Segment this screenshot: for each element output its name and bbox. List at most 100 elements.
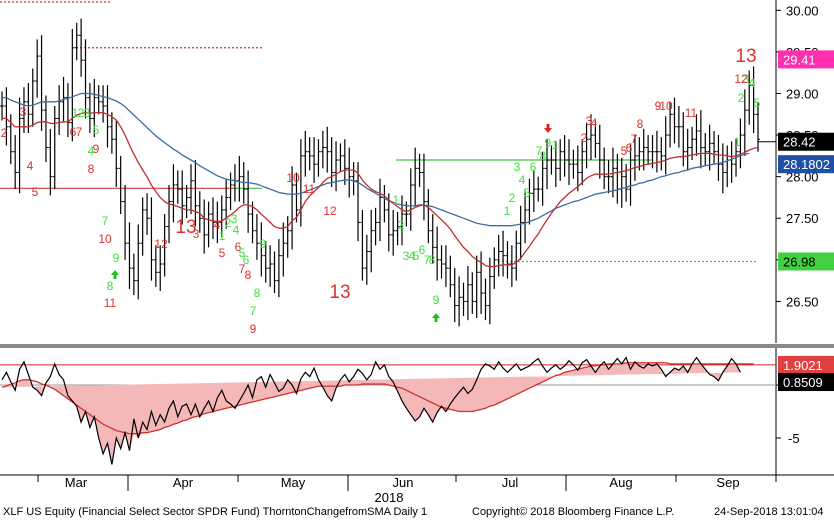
td-count-label: 9 [113,251,120,265]
osc-line-value-label-box [778,373,834,392]
sma-blue-line [2,92,750,227]
td-count-label: 7 [631,132,638,146]
last-price-value-label-box [778,132,834,151]
month-label: Jul [502,475,519,490]
td-count-label: 1 [552,138,559,152]
month-label: Mar [65,475,88,490]
td-count-label: 9 [545,136,552,150]
td-count-label: 12 [323,204,337,218]
td-count-label: 6 [243,253,250,267]
year-label: 2018 [375,490,404,505]
td-count-label: 9 [250,322,257,336]
td-count-label: 5 [219,246,226,260]
month-label: Aug [609,475,632,490]
td-count-label: 4 [214,218,221,232]
td-count-label: 6 [70,125,77,139]
td-count-label: 2 [78,106,85,120]
price-tick-label: 30.00 [786,3,819,18]
td-count-label: 3 [514,160,521,174]
bloomberg-chart: 30.0029.5029.0028.5028.0027.5027.0026.50… [0,0,834,506]
support-value-label: 26.98 [783,254,816,269]
td-count-label: 7 [239,262,246,276]
sma-red-line [2,111,759,268]
td-count-label: 13 [329,282,350,303]
osc-tick-label: -5 [788,431,800,446]
td-count-label: 5 [524,186,531,200]
arrow-down-icon [544,124,552,133]
td-count-label: 3 [743,72,750,86]
td-count-label: 13 [735,46,756,67]
td-count-label: 8 [429,253,436,267]
arrow-up-icon [111,270,119,279]
last-price-value-label: 28.42 [783,135,816,150]
td-count-label: 4 [749,76,756,90]
td-count-label: 7 [536,144,543,158]
td-count-label: 6 [419,243,426,257]
td-count-label: 3 [20,105,27,119]
td-count-label: 11 [303,182,316,196]
td-count-label: 1 [504,204,511,218]
td-count-label: 5 [32,185,39,199]
td-count-label: 4 [591,116,598,130]
td-count-label: 4 [409,249,416,263]
td-count-label: 7 [102,214,109,228]
td-count-label: 8 [254,286,261,300]
td-count-label: 6 [235,240,242,254]
td-count-label: 8 [637,117,644,131]
td-count-label: 5 [413,249,420,263]
sma-red-value-label: 29.41 [783,52,816,67]
td-count-label: 11 [104,296,117,310]
td-count-label: 2 [738,91,745,105]
price-tick-label: 27.50 [786,211,819,226]
td-count-label: 5 [239,246,246,260]
td-count-label: 6 [530,160,537,174]
footer-timestamp: 24-Sep-2018 13:01:04 [714,506,824,518]
td-count-label: 4 [88,144,95,158]
osc-fill-area [2,362,741,465]
td-count-label: 1 [72,106,79,120]
footer-copyright: Copyright© 2018 Bloomberg Finance L.P. [472,506,675,518]
td-count-label: 1 [734,135,741,149]
td-count-label: 4 [233,223,240,237]
month-label: Sep [716,475,739,490]
price-tick-label: 28.00 [786,170,819,185]
arrow-up-icon [432,313,440,322]
td-count-label: 7 [76,125,83,139]
td-count-label: 7 [424,253,431,267]
td-count-label: 8 [540,149,547,163]
td-count-label: 10 [659,99,673,113]
sma-blue-value-label: 28.1802 [783,157,830,172]
month-label: Jun [393,475,414,490]
td-count-label: 12 [734,72,748,86]
td-count-label: 2 [1,126,8,140]
osc-red-value-label: 1.9021 [783,358,823,373]
price-tick-label: 29.00 [786,86,819,101]
td-count-label: 3 [231,212,238,226]
td-count-label: 1 [219,229,226,243]
td-count-label: 2 [581,131,588,145]
td-count-label: 9 [260,237,267,251]
td-count-label: 13 [175,217,196,238]
td-count-label: 5 [621,144,628,158]
td-count-label: 3 [403,249,410,263]
osc-line [1,356,741,465]
td-count-label: 3 [586,114,593,128]
td-count-label: 3 [84,106,91,120]
td-count-label: 5 [754,96,761,110]
panel-separator [0,344,834,348]
td-count-label: 3 [193,227,200,241]
td-count-label: 2 [225,216,232,230]
td-count-label: 12 [154,237,168,251]
td-count-label: 9 [93,142,100,156]
td-count-label: 9 [655,99,662,113]
td-count-label: 1 [393,193,400,207]
td-count-label: 7 [250,304,257,318]
td-count-label: 4 [519,173,526,187]
td-count-label: 2 [398,218,405,232]
td-count-label: 11 [685,106,698,120]
month-label: Apr [173,475,194,490]
osc-line-value-label: 0.8509 [783,375,823,390]
sma-red-value-label-box [778,50,834,69]
td-count-label: 4 [27,159,34,173]
td-count-label: 8 [88,162,95,176]
